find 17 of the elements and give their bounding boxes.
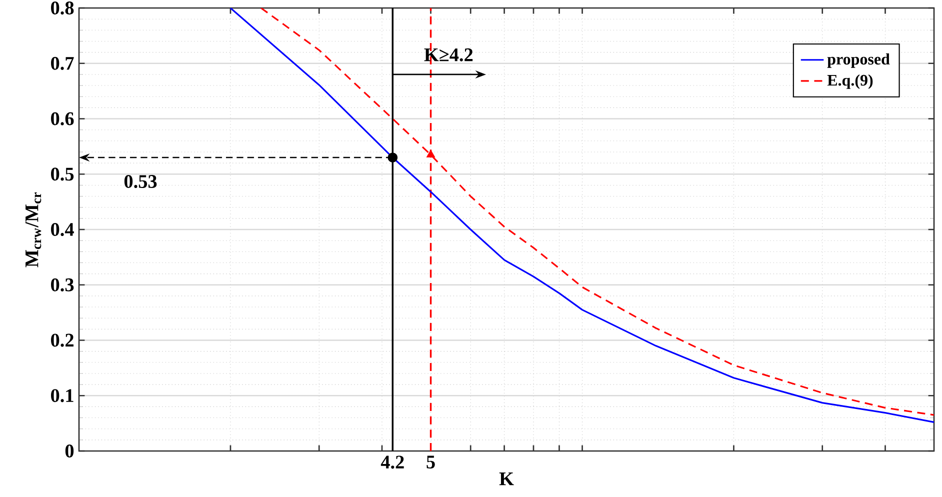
annotation: K≥4.2 <box>424 48 473 62</box>
y-tick-label: 0.1 <box>51 389 74 402</box>
legend-label: proposed <box>827 53 890 68</box>
x-tick-label: 5 <box>426 456 435 468</box>
x-axis-title: K <box>499 472 514 486</box>
y-axis-title: M$_{crw}$/M$_{cr}$ <box>25 192 42 268</box>
x-tick-label: 4.2 <box>380 456 404 469</box>
y-tick-label: 0.8 <box>51 1 74 15</box>
y-tick-label: 0.2 <box>51 334 74 347</box>
y-tick-label: 0 <box>65 444 74 458</box>
y-tick-label: 0.7 <box>51 56 74 70</box>
y-tick-label: 0.4 <box>51 222 74 236</box>
y-tick-label: 0.5 <box>51 168 74 181</box>
annotation: 0.53 <box>124 174 157 188</box>
y-tick-label: 0.3 <box>51 278 74 292</box>
legend-label: E.q.(9) <box>827 74 873 89</box>
y-tick-label: 0.6 <box>51 112 74 126</box>
